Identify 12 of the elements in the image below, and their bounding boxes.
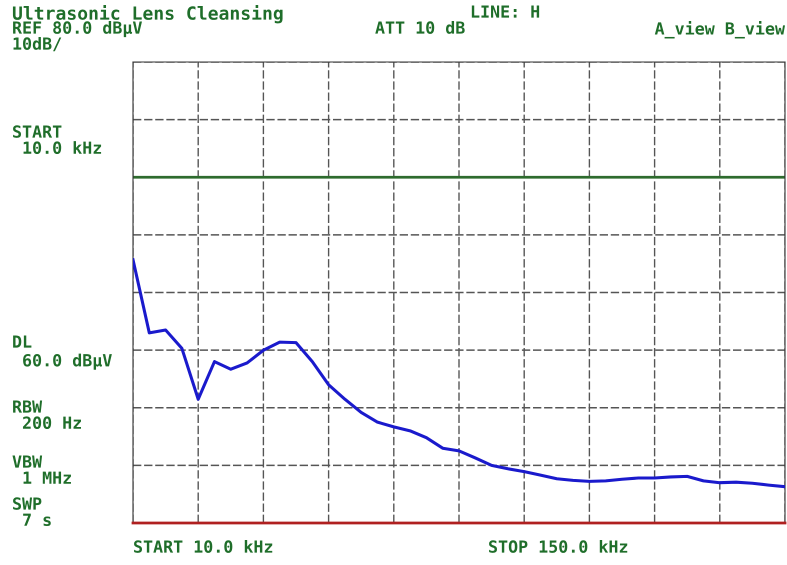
text: 10dB/ [14, 37, 62, 52]
text: REF 80.0 dBµV [13, 21, 142, 38]
ref-line-label: DL 60.0 dBµV [13, 336, 112, 370]
text: ATT 10 dB [375, 21, 465, 34]
text: STOP 150.0 kHz [489, 540, 628, 553]
text: RBW 200 Hz [13, 400, 81, 430]
text: START 10.0 kHz [13, 125, 102, 154]
text: LINE: H [472, 6, 540, 18]
text: VBW 1 MHz [12, 455, 71, 484]
text: SWP 7 s [13, 497, 51, 526]
text: START 10.0 kHz [134, 540, 272, 553]
text: A_view B_view [654, 21, 786, 38]
